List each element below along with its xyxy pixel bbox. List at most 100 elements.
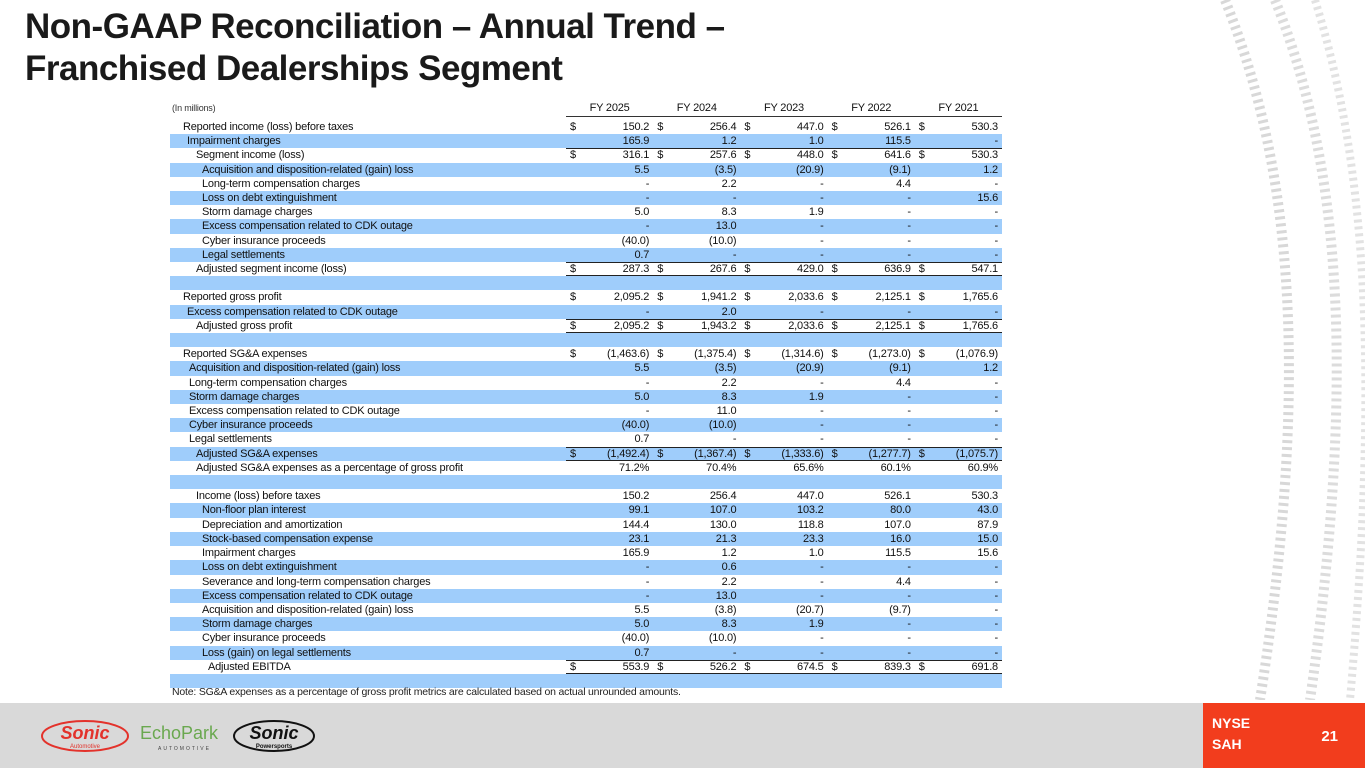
cell-value: - xyxy=(994,632,999,645)
table-row: Storm damage charges 5.0 8.3 1.9 - - xyxy=(170,389,1002,405)
row-label: Excess compensation related to CDK outag… xyxy=(187,305,398,318)
value-cell: - xyxy=(915,560,1002,574)
cell-value: - xyxy=(820,646,824,659)
cell-value: 1.0 xyxy=(808,135,824,148)
footer-bar: Sonic Automotive EchoPark AUTOMOTIVE Son… xyxy=(0,703,1365,768)
cell-value: 267.6 xyxy=(709,263,737,276)
cell-value: 2,125.1 xyxy=(875,291,911,304)
value-cell: 0.7 xyxy=(566,646,653,660)
value-cell xyxy=(653,333,740,347)
cell-value: 0.7 xyxy=(634,248,650,261)
cell-value: 5.5 xyxy=(634,163,650,176)
value-cell: 13.0 xyxy=(653,219,740,233)
cell-value: - xyxy=(820,177,824,190)
total-rule xyxy=(566,459,1002,461)
value-cell: 165.9 xyxy=(566,134,653,148)
cell-value: - xyxy=(994,390,999,403)
unit-label: (In millions) xyxy=(172,103,216,113)
table-header: (In millions) FY 2025 FY 2024 FY 2023 FY… xyxy=(170,100,1002,117)
value-cell xyxy=(740,674,827,688)
currency-symbol: $ xyxy=(657,121,664,133)
value-cell: 23.3 xyxy=(740,532,827,546)
ticker-symbol: SAH xyxy=(1212,736,1242,752)
value-cell: 447.0 xyxy=(740,489,827,503)
cell-value: (1,367.4) xyxy=(694,447,737,460)
value-cell: $530.3 xyxy=(915,148,1002,162)
cell-value: 1.2 xyxy=(983,362,998,375)
table-row: Legal settlements 0.7 - - - - xyxy=(170,432,1002,446)
value-cell: $ (1,463.6) xyxy=(566,347,653,361)
cell-value: 1,765.6 xyxy=(962,319,999,332)
value-cell: (3.5) xyxy=(653,163,740,177)
cell-value: (1,333.6) xyxy=(781,447,824,460)
value-cell: - xyxy=(915,248,1002,262)
value-cell: - xyxy=(915,134,1002,148)
value-cell: 5.5 xyxy=(566,603,653,617)
footnote: Note: SG&A expenses as a percentage of g… xyxy=(172,686,681,698)
value-cell: - xyxy=(828,219,915,233)
cell-value: 447.0 xyxy=(797,121,824,133)
cell-value: - xyxy=(907,618,911,631)
cell-value: - xyxy=(907,589,911,602)
cell-value: - xyxy=(994,135,999,148)
value-cell: 43.0 xyxy=(915,503,1002,517)
currency-symbol: $ xyxy=(570,291,576,304)
value-cell: $2,125.1 xyxy=(828,290,915,304)
cell-value: - xyxy=(994,646,999,659)
cell-value: (9.1) xyxy=(889,163,911,176)
cell-value: - xyxy=(994,248,999,261)
value-cell: 71.2% xyxy=(566,461,653,475)
value-cell: 0.7 xyxy=(566,248,653,262)
value-cell: - xyxy=(828,390,915,404)
cell-value: - xyxy=(907,433,911,446)
cell-value: (40.0) xyxy=(621,234,650,247)
svg-text:Sonic: Sonic xyxy=(60,723,109,743)
value-cell: - xyxy=(566,376,653,390)
value-cell: - xyxy=(828,418,915,432)
cell-value: 530.3 xyxy=(971,121,998,133)
cell-value: 150.2 xyxy=(622,121,650,133)
value-cell: - xyxy=(915,631,1002,645)
cell-value: - xyxy=(820,192,824,205)
cell-value: - xyxy=(820,632,824,645)
page-title: Non-GAAP Reconciliation – Annual Trend –… xyxy=(25,6,725,90)
currency-symbol: $ xyxy=(831,319,838,332)
value-cell: - xyxy=(653,191,740,205)
table-row: Segment income (loss) $316.1 $257.6 $448.0 $… xyxy=(170,148,1002,162)
table-row: Adjusted segment income (loss) $287.3 $267… xyxy=(170,262,1002,277)
total-rule xyxy=(566,672,1002,674)
value-cell: $ (1,075.7) xyxy=(915,447,1002,461)
value-cell: $526.1 xyxy=(828,120,915,134)
row-label: Adjusted gross profit xyxy=(196,319,293,332)
row-label: Impairment charges xyxy=(202,547,296,560)
value-cell: - xyxy=(828,432,915,446)
header-rule xyxy=(566,116,1002,117)
table-row: Loss (gain) on legal settlements 0.7 - - - - xyxy=(170,645,1002,660)
sonic-automotive-logo: Sonic Automotive xyxy=(41,720,129,752)
row-label: Cyber insurance proceeds xyxy=(202,632,326,645)
currency-symbol: $ xyxy=(570,149,576,162)
value-cell: - xyxy=(915,617,1002,631)
table-row: Adjusted EBITDA $553.9 $526.2 $674.5 $839.3 $… xyxy=(170,659,1002,674)
row-label: Non-floor plan interest xyxy=(202,504,306,517)
cell-value: 4.4 xyxy=(896,177,911,190)
table-row: Adjusted SG&A expenses as a percentage o… xyxy=(170,461,1002,475)
svg-text:Sonic: Sonic xyxy=(249,723,298,743)
currency-symbol: $ xyxy=(831,291,838,304)
cell-value: (1,492.4) xyxy=(606,447,650,460)
cell-value: 5.0 xyxy=(634,206,650,219)
cell-value: 547.1 xyxy=(971,263,998,276)
cell-value: - xyxy=(907,419,911,432)
row-label: Storm damage charges xyxy=(202,618,313,631)
cell-value: - xyxy=(645,192,650,205)
value-cell: 5.5 xyxy=(566,361,653,375)
cell-value: - xyxy=(994,561,999,574)
table-row: Cyber insurance proceeds (40.0) (10.0) - - - xyxy=(170,234,1002,248)
currency-symbol: $ xyxy=(744,319,751,332)
cell-value: 256.4 xyxy=(709,490,737,503)
row-label: Loss on debt extinguishment xyxy=(202,192,337,205)
row-label: Legal settlements xyxy=(202,248,285,261)
cell-value: 23.3 xyxy=(802,532,824,545)
value-cell: $2,095.2 xyxy=(566,290,653,304)
value-cell: - xyxy=(740,404,827,418)
